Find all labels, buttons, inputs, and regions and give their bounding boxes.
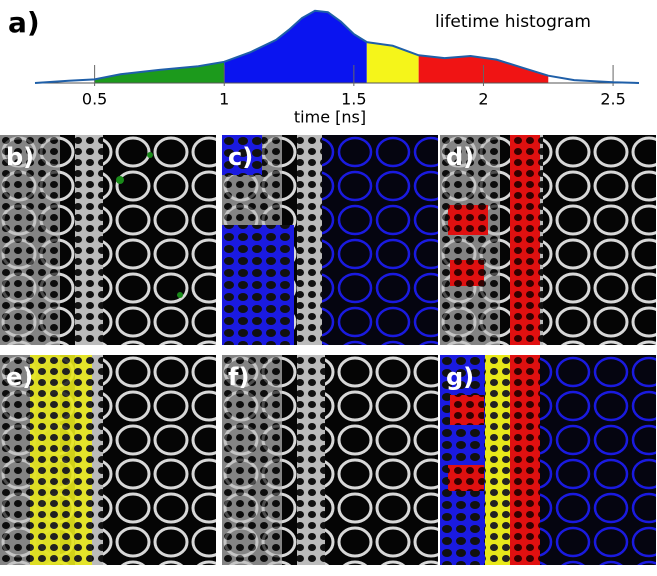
image-f (222, 355, 438, 565)
image-b (0, 135, 216, 345)
x-tick-label: 2.5 (600, 90, 625, 109)
image-d (440, 135, 656, 345)
x-tick-label: 1 (219, 90, 229, 109)
image-e (0, 355, 216, 565)
panel-label: c) (228, 143, 253, 171)
panel-label: b) (6, 143, 34, 171)
x-axis-label: time [ns] (294, 108, 366, 127)
x-tick-label: 0.5 (82, 90, 107, 109)
image-g (440, 355, 656, 565)
panel-label: f) (228, 363, 249, 391)
band-fill (224, 10, 367, 83)
image-c (222, 135, 438, 345)
panel-label: g) (446, 363, 474, 391)
band-fill (366, 42, 419, 83)
x-tick-label: 1.5 (341, 90, 366, 109)
panel-label: a) (8, 6, 40, 39)
panel-label: d) (446, 143, 474, 171)
chart-title: lifetime histogram (435, 12, 591, 32)
histogram-outline (34, 9, 640, 84)
panel-label: e) (6, 363, 33, 391)
histogram: 0.5 1 1.5 2 2.5 (34, 9, 640, 109)
x-tick-label: 2 (478, 90, 488, 109)
